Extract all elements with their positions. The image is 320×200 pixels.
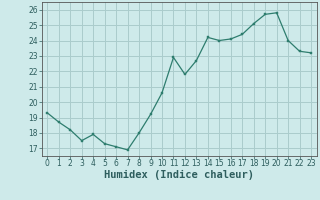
X-axis label: Humidex (Indice chaleur): Humidex (Indice chaleur) bbox=[104, 170, 254, 180]
